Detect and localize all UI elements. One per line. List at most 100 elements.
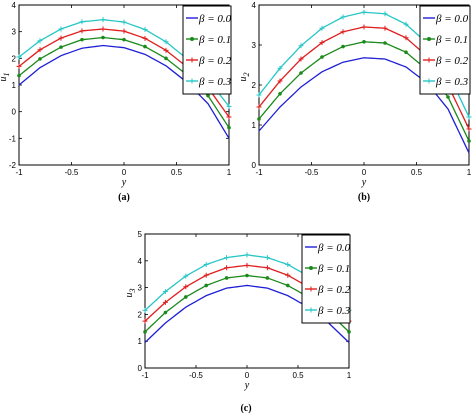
series-marker [37, 38, 43, 44]
legend: β = 0.0 β = 0.1 β = 0.2 β = 0.3 [419, 5, 471, 95]
y-tick-label: -1 [9, 134, 17, 143]
y-tick-label: 1 [252, 121, 257, 130]
series-marker [467, 139, 471, 143]
series-marker [16, 63, 22, 69]
series-marker [466, 114, 472, 120]
series-marker [341, 44, 345, 49]
y-axis-label-main: u [124, 293, 135, 298]
legend-box [182, 5, 232, 95]
series-marker [37, 47, 43, 53]
x-tick-label: -1 [15, 168, 23, 177]
panel-label: (b) [358, 192, 370, 203]
series-marker [257, 117, 261, 121]
legend-label: β = 0.2 [435, 55, 469, 67]
series-marker [256, 92, 262, 98]
legend-marker [308, 307, 314, 313]
series-marker [265, 276, 270, 280]
series-marker [224, 276, 229, 280]
y-tick-label: 4 [252, 1, 257, 10]
series-marker [184, 295, 188, 299]
legend-marker [189, 57, 195, 63]
legend-label: β = 0.3 [317, 305, 351, 317]
series-marker [224, 265, 230, 271]
series-marker [347, 330, 351, 334]
y-axis-label: u1 [0, 73, 11, 82]
series-marker [319, 25, 325, 31]
x-tick-label: 1 [227, 168, 232, 177]
legend-marker [309, 266, 313, 270]
y-tick-label: -2 [9, 161, 17, 170]
series-marker [362, 40, 366, 44]
series-marker [38, 57, 42, 61]
x-tick-label: 0 [245, 371, 250, 380]
series-marker [59, 45, 63, 49]
y-tick-label: 3 [252, 41, 257, 50]
y-tick-label: 4 [12, 1, 17, 10]
series-marker [285, 262, 291, 268]
series-marker [203, 272, 209, 278]
legend: β = 0.0 β = 0.1 β = 0.2 β = 0.3 [182, 5, 232, 95]
x-tick-label: 0.5 [171, 168, 183, 177]
series-marker [142, 27, 148, 33]
series-marker [319, 40, 325, 46]
x-tick-label: 0 [362, 168, 367, 177]
x-axis-label: y [244, 380, 250, 391]
series-marker [286, 283, 290, 288]
series-marker [298, 56, 304, 62]
x-tick-label: -0.5 [305, 168, 319, 177]
series-marker [299, 71, 303, 75]
legend-marker [190, 37, 194, 41]
chart-panel-1: -1-0.500.51-2-101234yu1β = 0.0β = 0.1β =… [0, 1, 232, 203]
legend-label: β = 0.1 [317, 263, 350, 275]
y-tick-label: 2 [252, 81, 257, 90]
x-tick-label: -1 [141, 371, 149, 380]
series-marker [224, 255, 230, 261]
series-marker [244, 252, 250, 258]
series-marker [163, 39, 169, 45]
series-marker [203, 262, 209, 268]
series-marker [278, 92, 282, 96]
series-marker [361, 9, 367, 15]
series-marker [142, 307, 148, 313]
x-tick-label: -0.5 [65, 168, 79, 177]
y-axis-label: u3 [124, 289, 137, 298]
legend-label: β = 0.1 [198, 34, 231, 46]
y-tick-label: 2 [12, 54, 17, 63]
series-marker [163, 310, 168, 315]
legend-label: β = 0.2 [198, 55, 232, 67]
series-marker [383, 41, 387, 45]
y-tick-label: 2 [138, 310, 143, 319]
x-axis-label: y [361, 177, 367, 188]
series-marker [162, 289, 168, 295]
series-marker [183, 284, 189, 290]
series-marker [163, 47, 169, 53]
y-tick-label: 3 [12, 28, 17, 37]
x-tick-label: 0.5 [411, 168, 423, 177]
series-marker [79, 19, 85, 25]
series-marker [142, 318, 148, 324]
legend-box [419, 5, 471, 95]
series-marker [320, 55, 324, 59]
legend-marker [426, 78, 432, 84]
series-marker [277, 65, 283, 71]
series-marker [143, 44, 147, 49]
series-marker [80, 37, 84, 42]
x-tick-label: 1 [467, 168, 472, 177]
series-marker [58, 35, 64, 41]
series-marker [121, 19, 127, 25]
y-tick-label: 1 [12, 81, 17, 90]
legend-marker [426, 57, 432, 63]
series-marker [285, 272, 291, 278]
y-axis-label-main: u [238, 77, 249, 82]
y-axis-label-subscript: 3 [128, 289, 137, 294]
series-marker [466, 126, 472, 132]
series-marker [298, 43, 304, 49]
legend-marker [427, 37, 431, 41]
panel-label: (c) [240, 403, 251, 414]
series-marker [264, 255, 270, 261]
x-tick-label: 0.5 [292, 371, 304, 380]
series-marker [226, 114, 232, 120]
series-marker [17, 73, 21, 78]
series-marker [244, 262, 250, 268]
